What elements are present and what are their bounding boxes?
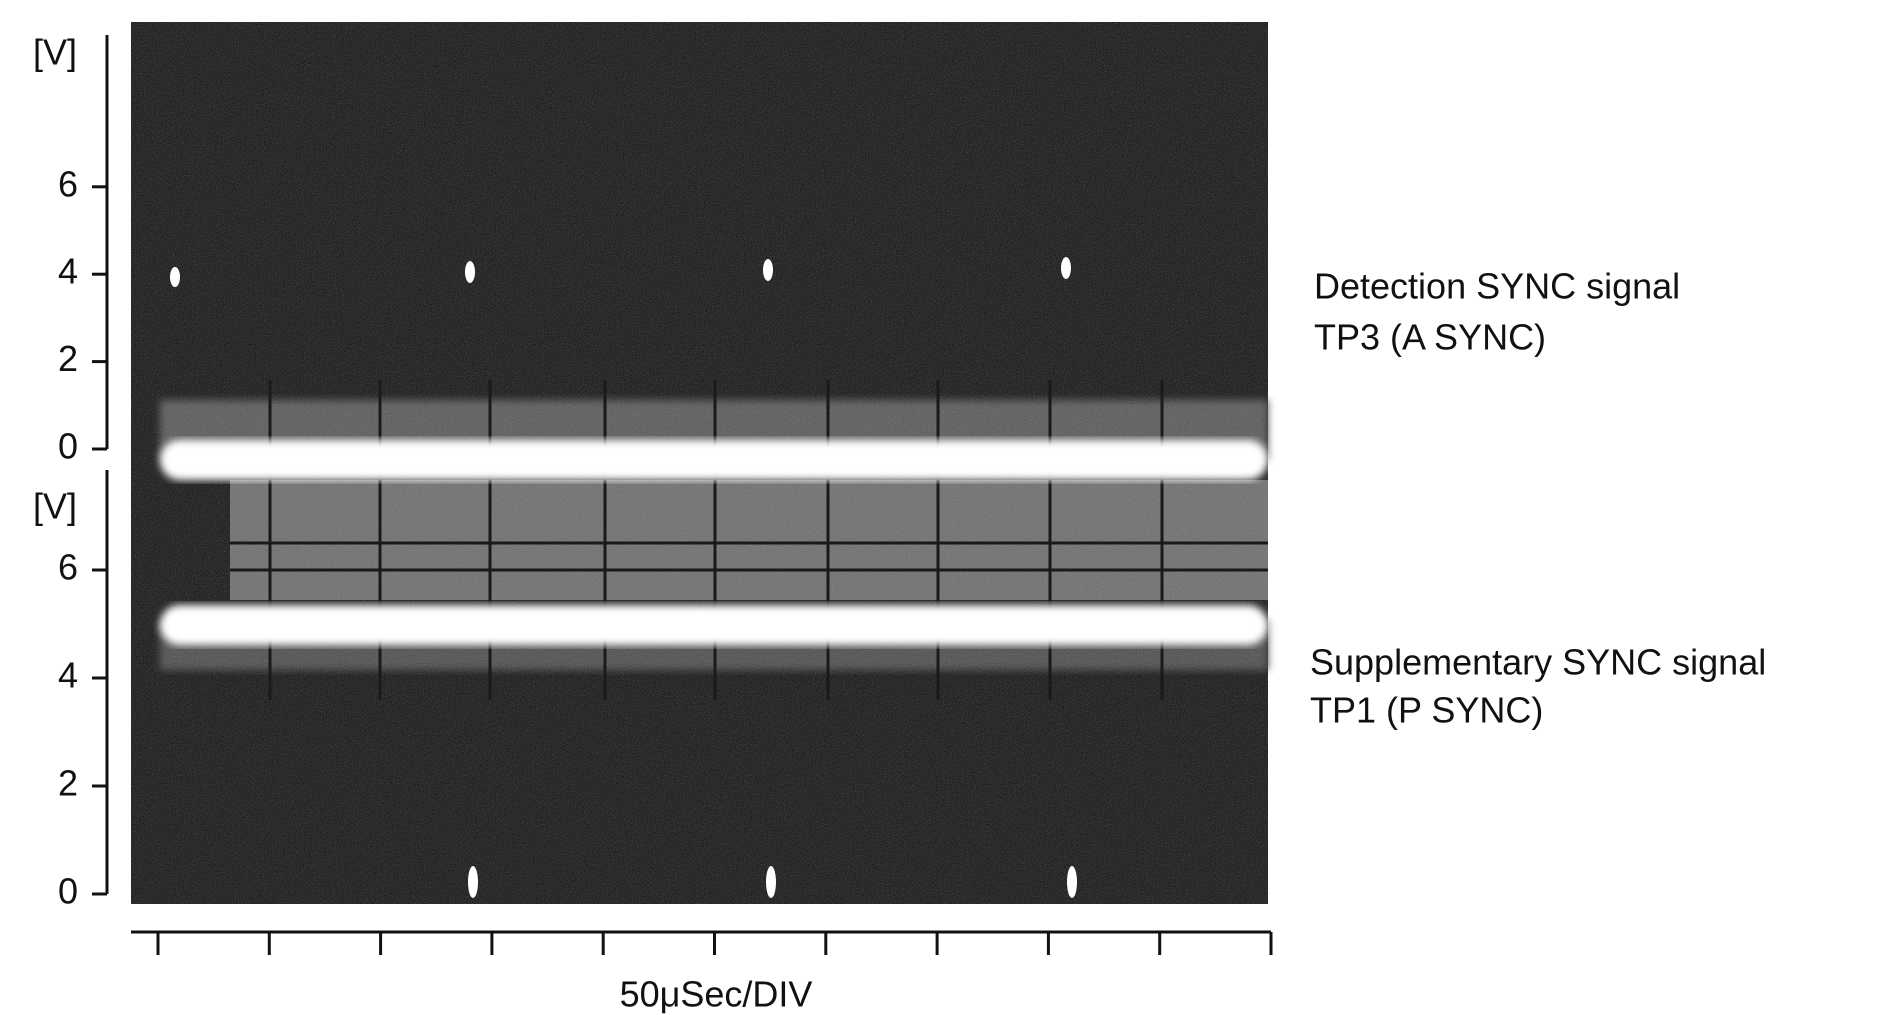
upper-axis-unit: [V]: [33, 32, 77, 73]
lower-axis-unit: [V]: [33, 486, 77, 527]
y-tick-label: 0: [58, 871, 78, 912]
y-tick-label: 4: [58, 251, 78, 292]
y-tick-label: 2: [58, 763, 78, 804]
y-tick-label: 6: [58, 547, 78, 588]
y-tick-label: 6: [58, 163, 78, 204]
signal-probe: TP3 (A SYNC): [1314, 317, 1546, 358]
signal-name: Supplementary SYNC signal: [1310, 642, 1766, 683]
x-axis-label: 50μSec/DIV: [620, 974, 813, 1015]
y-tick-label: 0: [58, 426, 78, 467]
scope-screen: [131, 22, 1268, 904]
axes: [V] [V] 0 2 4 6 0 2 4 6 50μSec/DIV: [33, 32, 1273, 1015]
y-tick-label: 4: [58, 655, 78, 696]
signal-labels: Detection SYNC signal TP3 (A SYNC) Suppl…: [1310, 266, 1766, 731]
y-tick-label: 2: [58, 338, 78, 379]
signal-probe: TP1 (P SYNC): [1310, 690, 1543, 731]
signal-name: Detection SYNC signal: [1314, 266, 1680, 307]
